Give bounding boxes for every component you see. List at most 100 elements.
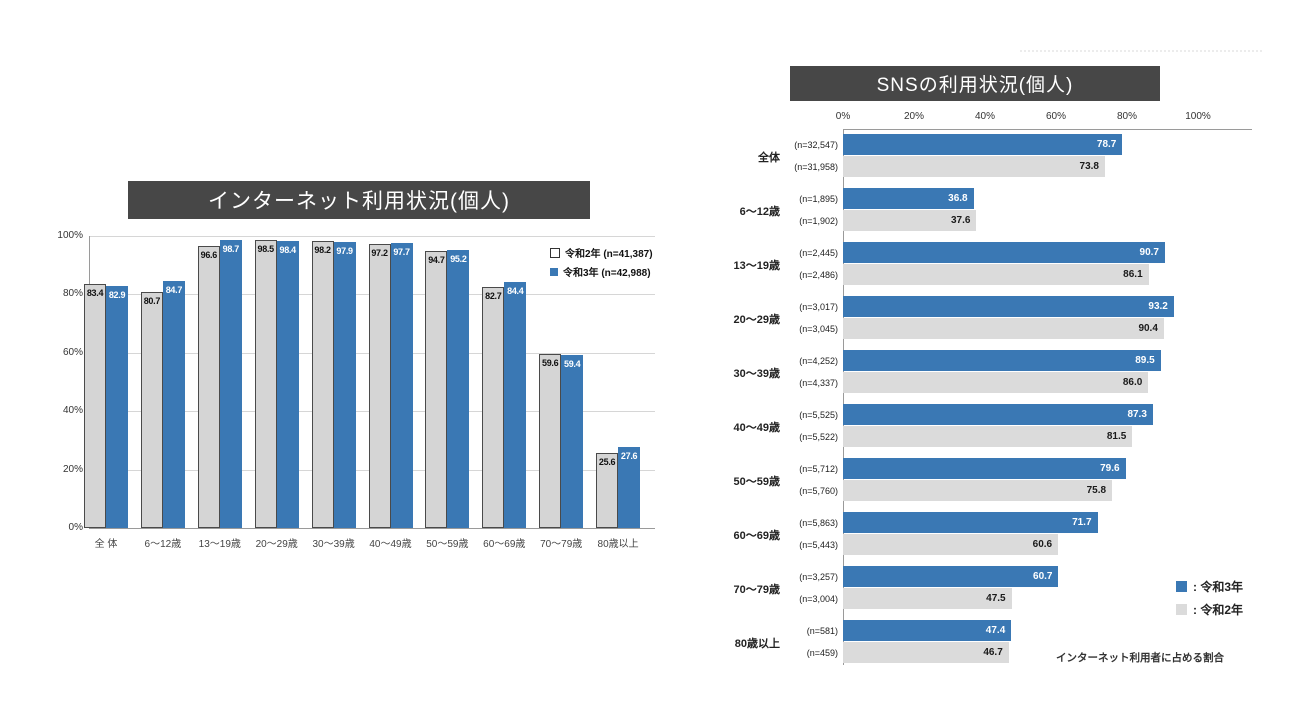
blue-square-swatch-icon — [550, 267, 558, 276]
bar-reiwa2 — [368, 244, 391, 528]
bar-reiwa2 — [843, 426, 1133, 447]
gridline — [89, 236, 655, 237]
sample-size-label-reiwa2: (n=1,902) — [799, 216, 838, 226]
bar-reiwa3 — [843, 404, 1153, 425]
bar-reiwa2 — [254, 240, 277, 528]
bar-reiwa2 — [197, 245, 220, 528]
bar-value-label-reiwa3: 97.9 — [336, 246, 353, 257]
sample-size-label-reiwa2: (n=5,443) — [799, 540, 838, 550]
x-axis-category-label: 80歳以上 — [597, 539, 639, 550]
age-group-label: 50〜59歳 — [733, 476, 780, 488]
bar-reiwa3 — [843, 134, 1123, 155]
legend-item-reiwa3: 令和3年 (n=42,988) — [550, 264, 653, 279]
y-axis-tick-label: 40% — [62, 405, 83, 417]
y-axis-tick-label: 20% — [62, 463, 83, 475]
legend-label-reiwa2: : 令和2年 — [1193, 603, 1244, 617]
sns-chart-title: SNSの利用状況(個人) — [790, 66, 1160, 101]
bar-reiwa3 — [162, 280, 185, 528]
x-axis-tick-label: 0% — [835, 111, 851, 122]
bar-value-label-reiwa2: 97.2 — [371, 248, 388, 259]
bar-value-label-reiwa3: 93.2 — [1148, 301, 1168, 312]
bar-reiwa3 — [561, 354, 584, 528]
sample-size-label-reiwa3: (n=2,445) — [799, 248, 838, 258]
y-axis-tick-label: 100% — [57, 230, 83, 241]
legend-item-reiwa3: : 令和3年 — [1176, 578, 1243, 595]
sample-size-label-reiwa2: (n=459) — [806, 648, 838, 658]
x-axis-line — [843, 129, 1252, 130]
y-axis-tick-label: 60% — [62, 346, 83, 358]
bar-value-label-reiwa3: 90.7 — [1139, 247, 1159, 258]
age-group-label: 13〜19歳 — [733, 260, 780, 272]
faint-artifact-line — [1020, 50, 1262, 52]
bar-reiwa2 — [84, 284, 106, 528]
open-square-swatch-icon — [550, 247, 560, 258]
bar-value-label-reiwa2: 60.6 — [1032, 539, 1053, 550]
x-axis-category-label: 全 体 — [94, 539, 118, 550]
bar-reiwa3 — [618, 447, 641, 528]
bar-value-label-reiwa3: 87.3 — [1127, 409, 1147, 420]
sample-size-label-reiwa3: (n=5,525) — [799, 410, 838, 420]
x-axis-category-label: 70〜79歳 — [540, 539, 583, 550]
bar-reiwa3 — [504, 281, 527, 528]
bar-reiwa2 — [425, 251, 448, 528]
age-group-label: 40〜49歳 — [733, 422, 780, 434]
sample-size-label-reiwa2: (n=5,522) — [799, 432, 838, 442]
bar-reiwa2 — [843, 534, 1059, 555]
legend-label-reiwa2: 令和2年 (n=41,387) — [565, 249, 653, 260]
bar-value-label-reiwa3: 79.6 — [1100, 463, 1120, 474]
bar-reiwa2 — [843, 156, 1105, 177]
x-axis-tick-label: 20% — [903, 111, 924, 122]
sample-size-label-reiwa3: (n=5,712) — [799, 464, 838, 474]
bar-reiwa3 — [447, 250, 470, 528]
bar-value-label-reiwa2: 73.8 — [1079, 161, 1099, 172]
bar-value-label-reiwa3: 95.2 — [450, 254, 467, 265]
bar-value-label-reiwa2: 82.7 — [485, 290, 502, 301]
bar-reiwa2 — [311, 241, 334, 528]
x-axis-tick-label: 60% — [1045, 111, 1066, 122]
bar-value-label-reiwa2: 75.8 — [1086, 485, 1107, 496]
bar-value-label-reiwa3: 71.7 — [1072, 517, 1092, 528]
age-group-label: 80歳以上 — [734, 638, 780, 650]
bar-reiwa2 — [140, 292, 163, 528]
bar-reiwa2 — [843, 372, 1149, 393]
bar-value-label-reiwa2: 47.5 — [986, 593, 1006, 604]
internet-chart-title: インターネット利用状況(個人) — [128, 181, 590, 219]
bar-reiwa3 — [843, 350, 1161, 371]
legend-item-reiwa2: 令和2年 (n=41,387) — [550, 245, 653, 260]
x-axis-tick-label: 100% — [1185, 111, 1211, 122]
bar-value-label-reiwa2: 86.0 — [1122, 377, 1143, 388]
bar-value-label-reiwa2: 96.6 — [200, 249, 218, 260]
x-axis-tick-label: 40% — [974, 111, 995, 122]
sample-size-label-reiwa2: (n=31,958) — [794, 162, 838, 172]
x-axis-tick-label: 80% — [1116, 111, 1137, 122]
bar-value-label-reiwa2: 83.4 — [86, 288, 104, 299]
bar-reiwa3 — [843, 620, 1012, 641]
sample-size-label-reiwa3: (n=1,895) — [799, 194, 838, 204]
bar-reiwa3 — [390, 242, 413, 528]
bar-reiwa2 — [843, 642, 1009, 663]
legend-item-reiwa2: : 令和2年 — [1176, 601, 1243, 618]
bar-reiwa2 — [843, 588, 1012, 609]
bar-value-label-reiwa3: 82.9 — [108, 289, 126, 300]
sample-size-label-reiwa3: (n=3,017) — [799, 302, 838, 312]
x-axis-category-label: 50〜59歳 — [426, 539, 469, 550]
legend-label-reiwa3: : 令和3年 — [1193, 580, 1244, 594]
bar-value-label-reiwa3: 97.7 — [393, 246, 410, 257]
sample-size-label-reiwa2: (n=2,486) — [799, 270, 838, 280]
bar-reiwa3 — [843, 458, 1126, 479]
sample-size-label-reiwa2: (n=3,004) — [799, 594, 838, 604]
age-group-label: 60〜69歳 — [733, 530, 780, 542]
bar-reiwa3 — [843, 296, 1174, 317]
bar-reiwa3 — [843, 188, 974, 209]
bar-reiwa3 — [843, 512, 1098, 533]
bar-value-label-reiwa3: 98.7 — [222, 243, 240, 254]
bar-reiwa2 — [596, 453, 619, 528]
bar-value-label-reiwa2: 86.1 — [1123, 269, 1143, 280]
bar-reiwa3 — [843, 566, 1059, 587]
sample-size-label-reiwa3: (n=4,252) — [799, 356, 838, 366]
bar-reiwa3 — [106, 285, 128, 528]
bar-value-label-reiwa2: 37.6 — [951, 215, 971, 226]
bar-reiwa3 — [843, 242, 1165, 263]
